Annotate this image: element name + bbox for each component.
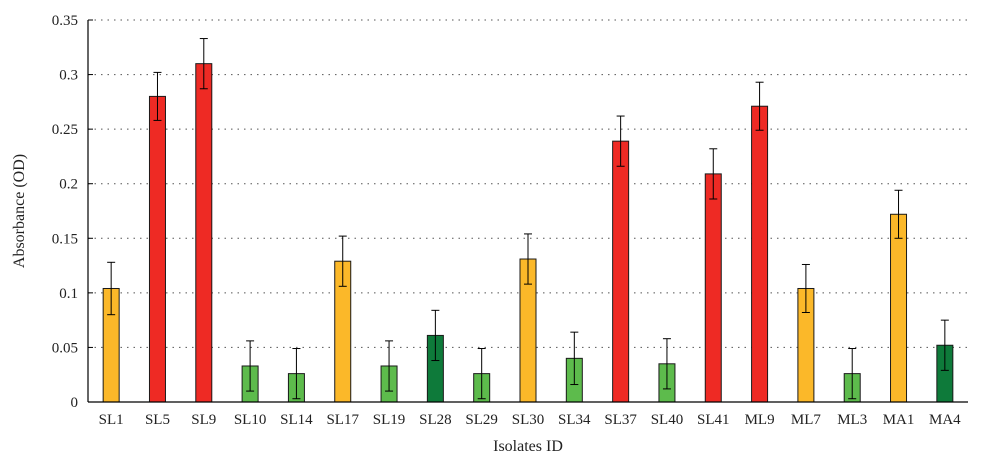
- y-tick-label: 0.25: [52, 122, 78, 138]
- error-bar-sl14: [292, 348, 301, 400]
- y-tick-label: 0.15: [52, 231, 78, 247]
- x-tick-label: SL40: [651, 412, 684, 428]
- y-tick-label: 0.35: [52, 13, 78, 29]
- x-tick-label: SL41: [697, 412, 730, 428]
- error-bar-sl28: [431, 309, 440, 362]
- bar-ma1: [890, 213, 908, 403]
- x-tick-label: MA1: [883, 412, 915, 428]
- bar-sl9: [195, 63, 213, 403]
- x-tick-label: SL17: [326, 412, 359, 428]
- bars: [102, 63, 954, 403]
- error-bar-sl30: [524, 233, 532, 285]
- error-bar-sl10: [246, 340, 255, 392]
- bar-sl37: [612, 140, 630, 403]
- error-bar-ml3: [848, 348, 857, 400]
- error-bar-sl34: [570, 331, 579, 386]
- bar-sl41: [704, 173, 722, 403]
- y-tick-label: 0.1: [59, 286, 78, 302]
- bar-sl5: [148, 95, 166, 403]
- x-tick-label: SL5: [145, 412, 170, 428]
- y-tick-label: 0.2: [59, 177, 78, 193]
- x-tick-label: SL29: [465, 412, 498, 428]
- y-tick-label: 0.3: [59, 68, 78, 84]
- error-bar-ml7: [801, 263, 810, 314]
- x-tick-label: SL34: [558, 412, 591, 428]
- y-tick-label: 0: [71, 395, 79, 411]
- bar-ml9: [751, 105, 769, 403]
- error-bar-sl37: [616, 115, 625, 167]
- x-tick-label: SL1: [99, 412, 124, 428]
- x-tick-label: SL10: [234, 412, 267, 428]
- error-bars: [107, 38, 949, 400]
- axes: [87, 20, 968, 403]
- error-bar-sl40: [662, 338, 671, 390]
- x-tick-label: ML3: [837, 412, 867, 428]
- x-tick-label: SL9: [191, 412, 216, 428]
- error-bar-sl19: [385, 340, 394, 392]
- error-bar-sl5: [153, 71, 162, 121]
- error-bar-sl41: [709, 148, 718, 200]
- error-bar-sl9: [199, 38, 208, 90]
- x-tick-label: SL28: [419, 412, 452, 428]
- x-tick-label: SL30: [512, 412, 545, 428]
- x-tick-label: MA4: [929, 412, 961, 428]
- x-tick-label: SL19: [373, 412, 406, 428]
- x-tick-label: SL14: [280, 412, 313, 428]
- y-tick-label: 0.05: [52, 340, 78, 356]
- error-bar-sl1: [107, 261, 116, 316]
- error-bar-sl29: [477, 348, 486, 400]
- x-tick-label: SL37: [604, 412, 637, 428]
- error-bar-ma1: [894, 189, 903, 239]
- x-tick-label: ML9: [745, 412, 775, 428]
- y-ticks: 0 0.05 0.1 0.15 0.2 0.25 0.3 0.35: [52, 13, 93, 411]
- error-bar-ml9: [755, 81, 764, 131]
- error-bar-ma4: [940, 319, 949, 371]
- y-axis-title: Absorbance (OD): [11, 154, 28, 268]
- x-tick-label: ML7: [791, 412, 822, 428]
- x-ticks: SL1 SL5 SL9 SL10 SL14 SL17 SL19 SL28 SL29 SL30 SL3…: [99, 412, 962, 428]
- error-bar-sl17: [338, 235, 347, 287]
- x-axis-title: Isolates ID: [493, 438, 563, 455]
